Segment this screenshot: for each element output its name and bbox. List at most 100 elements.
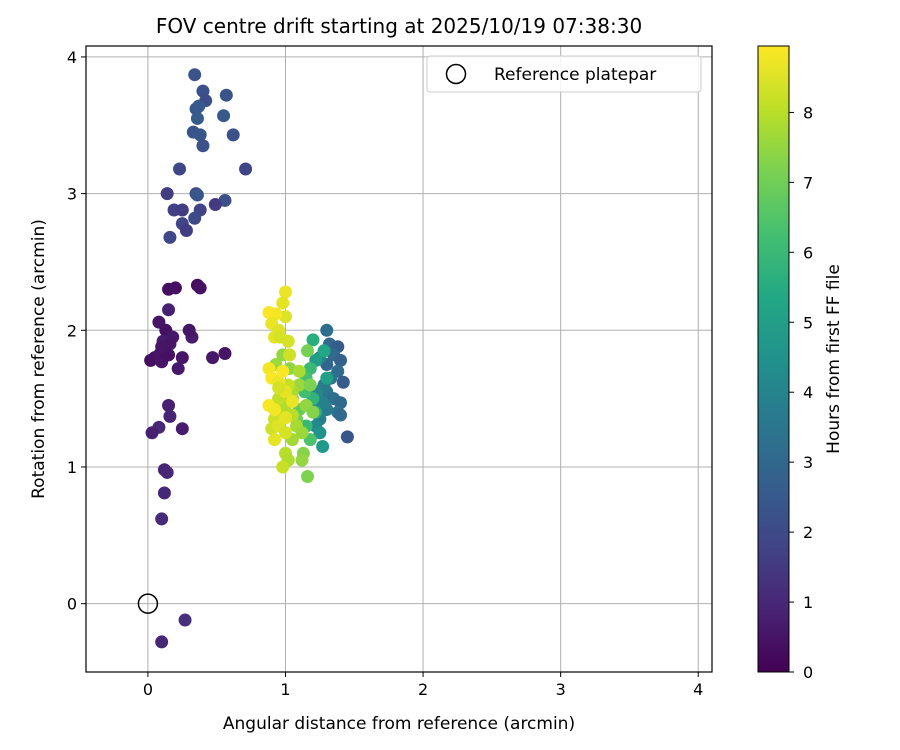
data-point bbox=[303, 378, 317, 392]
data-point bbox=[175, 203, 189, 217]
data-point bbox=[320, 323, 334, 337]
x-tick-label: 0 bbox=[143, 680, 153, 699]
colorbar-tick-label: 7 bbox=[803, 173, 813, 192]
legend-label: Reference platepar bbox=[494, 65, 656, 85]
colorbar-tick-label: 8 bbox=[803, 103, 813, 122]
chart-title: FOV centre drift starting at 2025/10/19 … bbox=[156, 14, 642, 38]
data-point bbox=[276, 296, 290, 310]
data-point bbox=[192, 99, 206, 113]
colorbar-tick-label: 6 bbox=[803, 243, 813, 262]
y-axis-ticks: 0 1 2 3 4 bbox=[67, 48, 86, 614]
colorbar-tick-label: 5 bbox=[803, 313, 813, 332]
colorbar-tick-label: 1 bbox=[803, 593, 813, 612]
data-point bbox=[316, 439, 330, 453]
data-point bbox=[285, 394, 299, 408]
x-tick-label: 3 bbox=[556, 680, 566, 699]
data-point bbox=[145, 426, 159, 440]
legend-marker-icon bbox=[445, 63, 467, 85]
data-point bbox=[163, 409, 177, 423]
y-tick-label: 2 bbox=[67, 321, 77, 340]
y-tick-label: 1 bbox=[67, 458, 77, 477]
data-point bbox=[163, 230, 177, 244]
data-point bbox=[262, 306, 276, 320]
data-point bbox=[208, 198, 222, 212]
data-point bbox=[278, 426, 292, 440]
data-point bbox=[283, 348, 297, 362]
data-point bbox=[190, 111, 204, 125]
x-axis-label: Angular distance from reference (arcmin) bbox=[223, 714, 575, 734]
data-point bbox=[196, 139, 210, 153]
x-tick-label: 1 bbox=[280, 680, 290, 699]
data-points bbox=[144, 68, 354, 649]
data-point bbox=[306, 405, 320, 419]
data-point bbox=[334, 353, 348, 367]
data-point bbox=[157, 486, 171, 500]
plot-frame bbox=[85, 45, 713, 673]
x-tick-label: 4 bbox=[693, 680, 703, 699]
data-point bbox=[267, 403, 281, 417]
data-point bbox=[301, 470, 315, 484]
colorbar-tick-label: 4 bbox=[803, 383, 813, 402]
data-point bbox=[188, 68, 202, 82]
data-point bbox=[295, 453, 309, 467]
data-point bbox=[168, 281, 182, 295]
colorbar-tick-label: 0 bbox=[803, 663, 813, 682]
data-point bbox=[292, 364, 306, 378]
colorbar-label: Hours from first FF file bbox=[824, 264, 844, 454]
data-point bbox=[273, 330, 287, 344]
data-point bbox=[190, 188, 204, 202]
colorbar-tick-label: 2 bbox=[803, 523, 813, 542]
data-point bbox=[334, 408, 348, 422]
data-point bbox=[301, 344, 315, 358]
data-point bbox=[320, 371, 334, 385]
x-tick-label: 2 bbox=[418, 680, 428, 699]
data-point bbox=[175, 351, 189, 365]
data-point bbox=[155, 635, 169, 649]
y-tick-label: 0 bbox=[67, 595, 77, 614]
data-point bbox=[178, 613, 192, 627]
data-point bbox=[193, 281, 207, 295]
data-point bbox=[278, 285, 292, 299]
reference-platepar-marker bbox=[137, 593, 159, 614]
colorbar-tick-label: 3 bbox=[803, 453, 813, 472]
data-point bbox=[179, 224, 193, 238]
y-axis-label: Rotation from reference (arcmin) bbox=[29, 219, 49, 499]
data-point bbox=[278, 411, 292, 425]
data-point bbox=[188, 211, 202, 225]
colorbar: 0 1 2 3 4 5 6 7 8 Hours from first FF file bbox=[757, 45, 844, 682]
data-point bbox=[239, 162, 253, 176]
data-point bbox=[162, 303, 176, 317]
data-point bbox=[336, 375, 350, 389]
data-point bbox=[226, 128, 240, 142]
data-point bbox=[206, 351, 220, 365]
data-point bbox=[218, 347, 232, 361]
legend: Reference platepar bbox=[426, 55, 702, 93]
data-point bbox=[182, 323, 196, 337]
data-point bbox=[160, 465, 174, 479]
data-point bbox=[313, 426, 327, 440]
data-point bbox=[317, 344, 331, 358]
data-point bbox=[267, 433, 281, 447]
x-axis-ticks: 0 1 2 3 4 bbox=[143, 672, 703, 699]
data-point bbox=[193, 128, 207, 142]
data-point bbox=[340, 430, 354, 444]
colorbar-ticks: 0 1 2 3 4 5 6 7 8 bbox=[789, 103, 813, 682]
data-point bbox=[160, 187, 174, 201]
y-tick-label: 4 bbox=[67, 48, 77, 67]
legend-box bbox=[426, 55, 702, 93]
data-point bbox=[175, 422, 189, 436]
data-point bbox=[272, 381, 286, 395]
data-point bbox=[219, 88, 233, 102]
colorbar-gradient bbox=[757, 45, 790, 673]
data-point bbox=[295, 426, 309, 440]
data-point bbox=[306, 333, 320, 347]
data-point bbox=[162, 398, 176, 412]
data-point bbox=[276, 460, 290, 474]
data-point bbox=[276, 364, 290, 378]
data-point bbox=[171, 362, 185, 376]
data-point bbox=[217, 109, 231, 123]
data-point bbox=[155, 512, 169, 526]
y-tick-label: 3 bbox=[67, 185, 77, 204]
data-point bbox=[155, 340, 169, 354]
